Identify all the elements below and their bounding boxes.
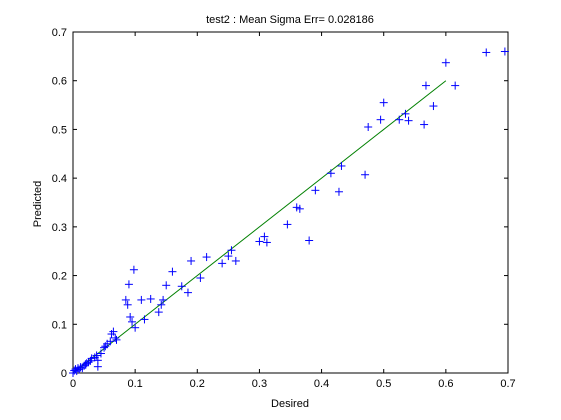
x-tick-label: 0 [70, 378, 76, 390]
y-tick-label: 0.4 [52, 173, 67, 185]
y-tick-label: 0 [61, 368, 67, 380]
data-point-marker [93, 356, 102, 365]
data-point-marker [401, 109, 410, 118]
x-tick-label: 0.3 [252, 378, 267, 390]
y-tick-label: 0.6 [52, 76, 67, 88]
data-point-marker [168, 267, 177, 276]
data-point-marker [76, 363, 85, 372]
data-point-marker [311, 186, 320, 195]
chart-title: test2 : Mean Sigma Err= 0.028186 [206, 14, 374, 26]
data-point-marker [121, 295, 130, 304]
data-point-marker [106, 337, 115, 346]
x-tick-label: 0.1 [127, 378, 142, 390]
data-point-marker [128, 317, 137, 326]
x-tick-label: 0.6 [438, 378, 453, 390]
data-point-marker [334, 187, 343, 196]
fit-line [72, 80, 447, 374]
y-tick-label: 0.1 [52, 319, 67, 331]
data-point-marker [112, 335, 121, 344]
x-tick-label: 0.7 [500, 378, 515, 390]
data-point-marker [482, 48, 491, 57]
axes [72, 31, 509, 374]
data-points [69, 47, 509, 377]
data-point-marker [124, 280, 133, 289]
data-point-marker [157, 300, 166, 309]
data-point-marker [187, 256, 196, 265]
data-point-marker [154, 308, 163, 317]
data-point-marker [224, 252, 233, 261]
data-point-marker [183, 288, 192, 297]
data-point-marker [262, 238, 271, 247]
data-point-marker [162, 281, 171, 290]
plot-frame [72, 31, 509, 374]
data-point-marker [92, 351, 101, 360]
data-point-marker [177, 282, 186, 291]
data-point-marker [96, 349, 105, 358]
data-point-marker [126, 312, 135, 321]
data-point-marker [500, 47, 509, 56]
data-point-marker [129, 265, 138, 274]
data-point-marker [305, 236, 314, 245]
fit-line-group [72, 80, 447, 374]
data-point-marker [260, 232, 269, 241]
data-point-marker [131, 323, 140, 332]
data-point-marker [109, 327, 118, 336]
data-point-marker [255, 237, 264, 246]
data-point-marker [441, 58, 450, 67]
tick-labels: 0 0.1 0.2 0.3 0.4 0.5 0.6 0.7 0 0.1 0.2 0.3 0.4 0.5 0.… [52, 27, 516, 390]
data-point-marker [231, 256, 240, 265]
data-point-marker [146, 294, 155, 303]
data-point-marker [421, 81, 430, 90]
y-tick-label: 0.2 [52, 271, 67, 283]
x-axis-label: Desired [271, 398, 309, 410]
data-point-marker [283, 220, 292, 229]
data-point-marker [379, 98, 388, 107]
y-tick-label: 0.7 [52, 27, 67, 39]
data-point-marker [137, 295, 146, 304]
data-point-marker [364, 122, 373, 131]
data-point-marker [227, 246, 236, 255]
data-point-marker [337, 161, 346, 170]
x-tick-label: 0.4 [314, 378, 329, 390]
y-axis-label: Predicted [32, 181, 44, 227]
x-tick-label: 0.2 [190, 378, 205, 390]
data-point-marker [404, 116, 413, 125]
x-tick-label: 0.5 [376, 378, 391, 390]
data-point-marker [429, 102, 438, 111]
data-point-marker [159, 295, 168, 304]
y-tick-label: 0.3 [52, 222, 67, 234]
data-point-marker [326, 169, 335, 178]
data-point-marker [395, 115, 404, 124]
data-point-marker [111, 333, 120, 342]
data-point-marker [376, 115, 385, 124]
data-point-marker [451, 81, 460, 90]
y-tick-label: 0.5 [52, 124, 67, 136]
data-point-marker [202, 253, 211, 262]
data-point-marker [123, 300, 132, 309]
data-point-marker [420, 120, 429, 129]
data-point-marker [361, 170, 370, 179]
data-point-marker [196, 274, 205, 283]
data-point-marker [295, 204, 304, 213]
data-point-marker [140, 315, 149, 324]
data-point-marker [218, 259, 227, 268]
